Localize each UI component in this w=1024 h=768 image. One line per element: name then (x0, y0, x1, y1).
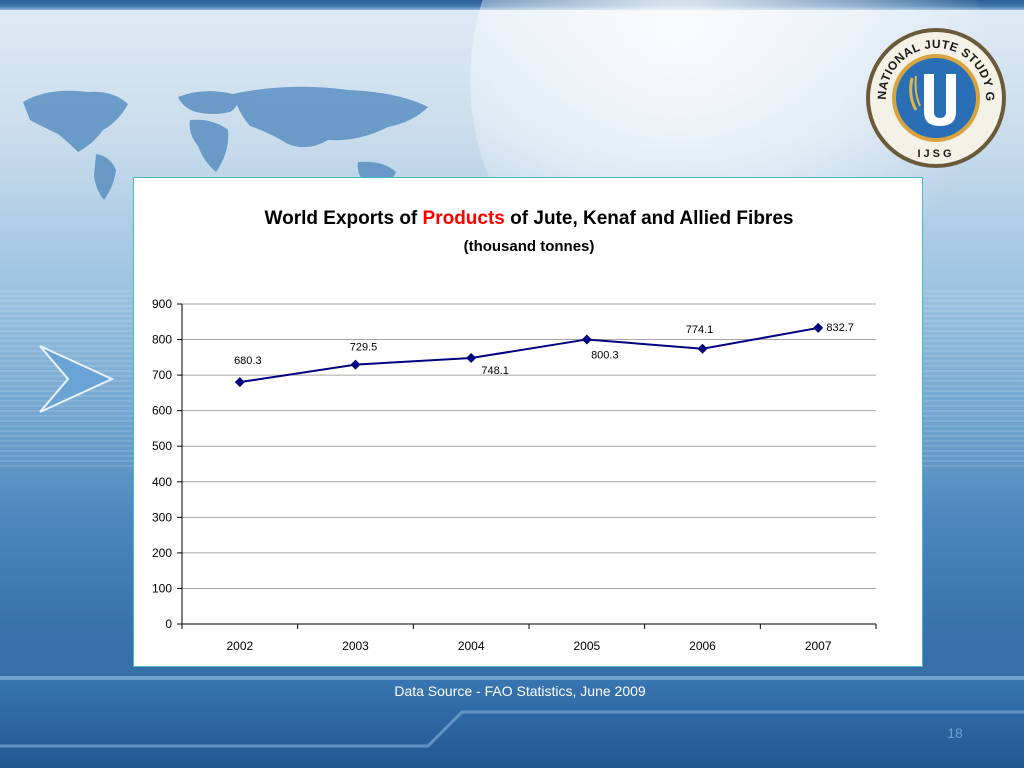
data-label: 748.1 (481, 365, 509, 377)
data-point (813, 322, 824, 333)
slide-number: 18 (947, 725, 963, 741)
y-tick-label: 100 (152, 581, 172, 595)
x-tick-label: 2005 (573, 639, 600, 653)
x-tick-label: 2006 (689, 639, 716, 653)
series-line (239, 326, 819, 384)
chart-panel: World Exports of Products of Jute, Kenaf… (133, 177, 923, 667)
ijsg-logo: INTERNATIONAL JUTE STUDY GROUP IJSG (864, 26, 1006, 168)
y-tick-label: 900 (152, 297, 172, 311)
data-label: 774.1 (686, 324, 714, 336)
footer-band (0, 676, 1024, 768)
data-source-text: Data Source - FAO Statistics, June 2009 (394, 683, 646, 699)
y-tick-label: 400 (152, 475, 172, 489)
data-label: 800.3 (591, 349, 619, 361)
world-map-icon (23, 86, 428, 200)
data-point (697, 343, 708, 354)
chart-subtitle: (thousand tonnes) (463, 238, 595, 255)
y-tick-label: 600 (152, 404, 172, 418)
svg-text:IJSG: IJSG (917, 148, 954, 160)
y-tick-label: 800 (152, 333, 172, 347)
chart-title-highlight: Products (422, 208, 505, 229)
x-tick-label: 2002 (226, 639, 253, 653)
data-label: 832.7 (826, 322, 854, 334)
chevron-right-icon (39, 345, 115, 413)
y-tick-label: 500 (152, 439, 172, 453)
y-tick-label: 200 (152, 546, 172, 560)
footer-decoration (0, 710, 1024, 748)
data-point (234, 377, 245, 388)
x-tick-label: 2003 (342, 639, 369, 653)
x-tick-label: 2004 (458, 639, 485, 653)
y-tick-label: 300 (152, 510, 172, 524)
y-tick-label: 700 (152, 368, 172, 382)
chart-title: World Exports of Products of Jute, Kenaf… (264, 208, 794, 229)
data-point (581, 334, 592, 345)
x-tick-label: 2007 (805, 639, 832, 653)
data-label: 680.3 (234, 355, 262, 367)
footer-stripe (0, 676, 1024, 680)
y-tick-label: 0 (165, 617, 172, 631)
data-point (466, 353, 477, 364)
data-point (350, 359, 361, 370)
data-label: 729.5 (350, 342, 378, 354)
line-chart: 0 100 200 300 400 500 600 700 800 900 2002 2003 2004… (152, 297, 877, 653)
